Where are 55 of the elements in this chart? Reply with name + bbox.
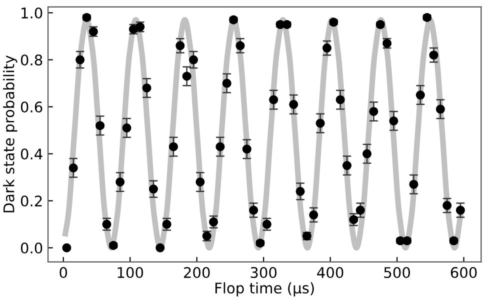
- point: [456, 206, 465, 215]
- x-axis-title: Flop time (μs): [215, 282, 314, 296]
- point: [436, 104, 445, 114]
- x-tick-label: 0: [60, 267, 68, 278]
- y-tick-label: 0.6: [20, 102, 42, 113]
- point: [82, 12, 92, 22]
- point: [96, 121, 105, 130]
- point: [429, 50, 438, 60]
- point: [148, 184, 158, 194]
- point: [369, 106, 378, 116]
- point: [76, 55, 85, 64]
- point: [336, 95, 345, 104]
- point: [316, 118, 325, 128]
- point: [269, 95, 278, 104]
- point: [216, 142, 225, 152]
- point: [196, 177, 205, 187]
- point: [249, 206, 258, 215]
- point: [416, 90, 425, 100]
- point: [309, 210, 318, 220]
- point: [116, 177, 125, 187]
- point: [376, 20, 385, 30]
- x-tick-label: 600: [450, 267, 477, 278]
- x-tick-label: 100: [118, 267, 144, 278]
- point: [142, 83, 152, 92]
- x-tick-label: 300: [250, 267, 277, 278]
- point: [168, 142, 178, 152]
- point: [362, 149, 372, 158]
- point: [62, 243, 72, 252]
- point: [356, 206, 365, 215]
- point: [322, 44, 332, 53]
- point: [296, 186, 305, 196]
- point: [422, 12, 432, 22]
- y-axis-title: Dark state probability: [3, 56, 18, 212]
- x-tick-label: 200: [184, 267, 210, 278]
- point: [188, 55, 198, 64]
- point: [442, 200, 452, 210]
- point: [409, 180, 418, 189]
- y-tick-label: 1.0: [22, 7, 42, 19]
- y-tick-label: 0.8: [20, 54, 42, 66]
- point: [222, 78, 232, 88]
- point: [289, 100, 298, 109]
- point: [156, 243, 165, 252]
- point: [242, 144, 252, 154]
- y-tick-label: 0.0: [20, 242, 42, 254]
- point: [389, 116, 398, 126]
- point: [68, 163, 78, 172]
- point: [342, 161, 352, 170]
- point: [122, 123, 132, 132]
- y-tick-label: 0.4: [20, 148, 42, 160]
- point: [236, 41, 245, 50]
- point: [176, 41, 185, 50]
- point: [182, 72, 192, 81]
- y-tick-label: 0.2: [20, 196, 42, 207]
- x-tick-label: 400: [317, 267, 344, 278]
- x-tick-label: 500: [384, 267, 410, 278]
